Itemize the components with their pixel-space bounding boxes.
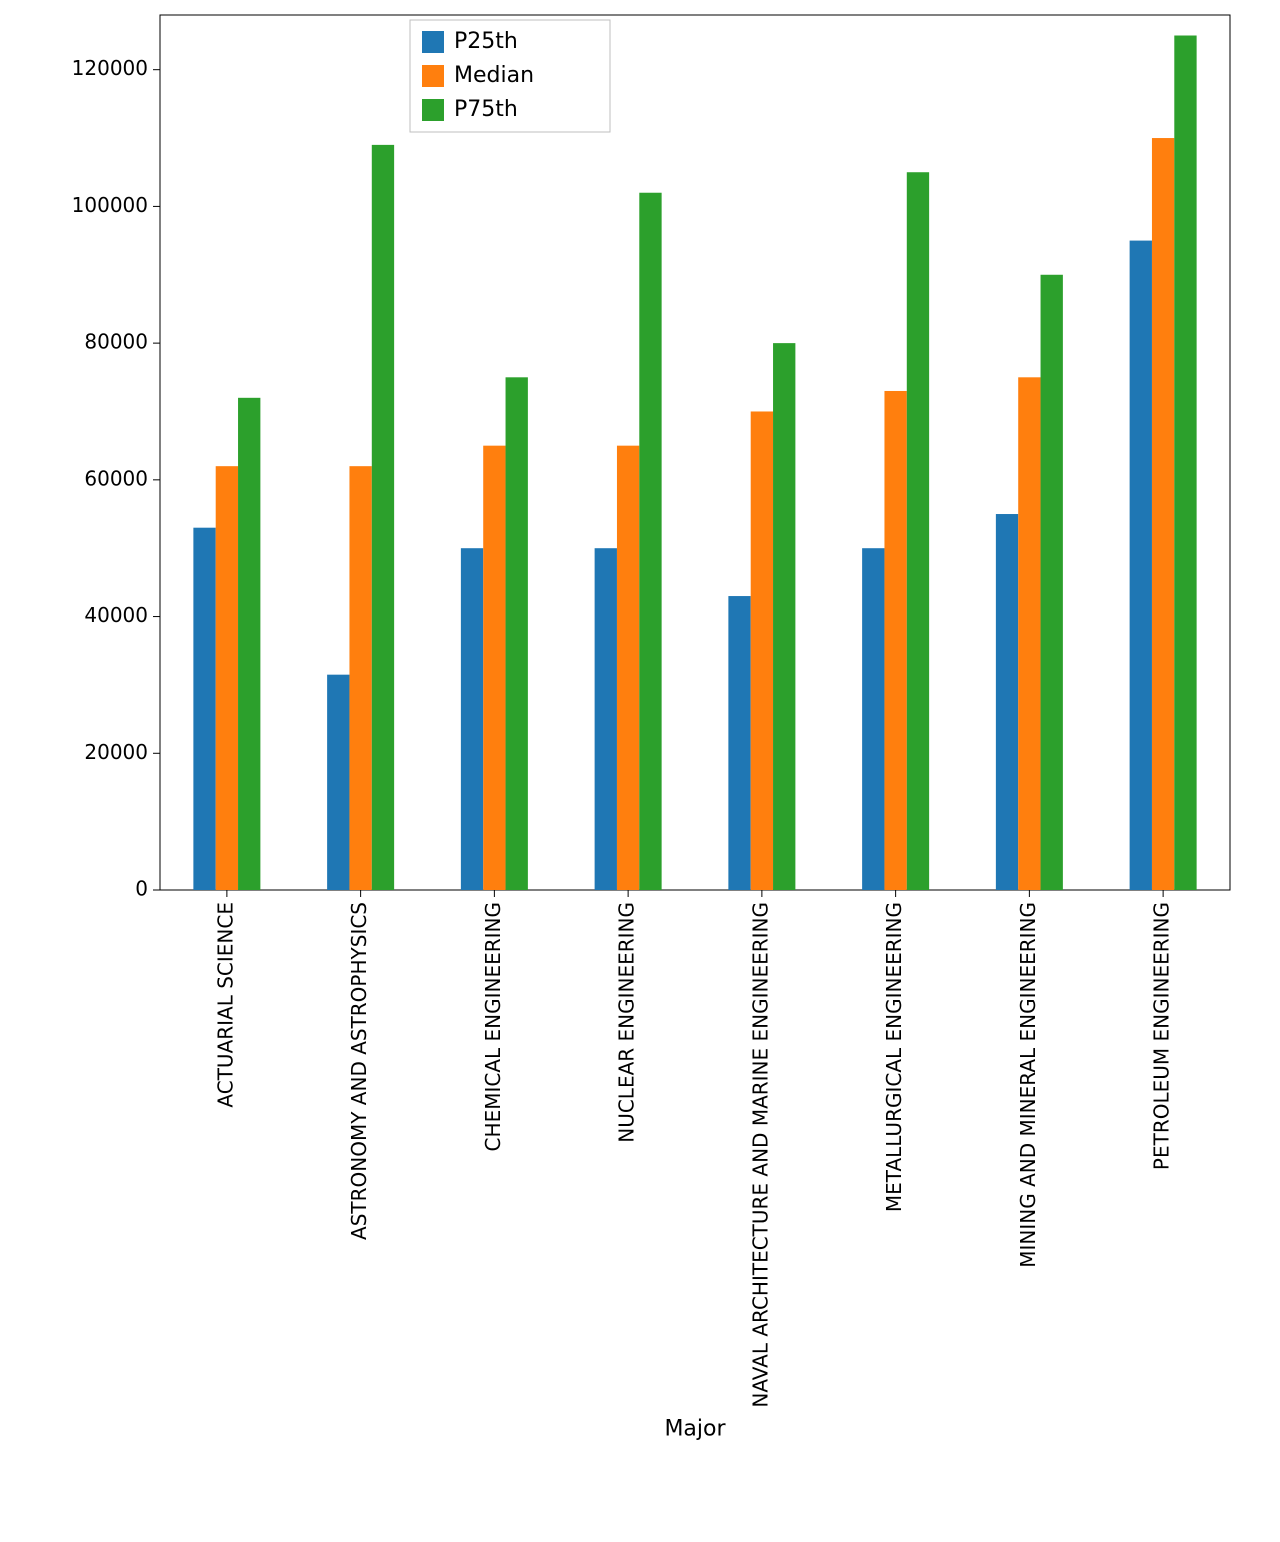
bar: [1018, 377, 1040, 890]
x-tick-label: ASTRONOMY AND ASTROPHYSICS: [347, 902, 371, 1240]
bar: [617, 446, 639, 890]
bar: [907, 172, 929, 890]
bar: [728, 596, 750, 890]
bar: [238, 398, 260, 890]
y-tick-label: 60000: [84, 466, 148, 490]
legend-swatch: [422, 31, 444, 53]
bar: [773, 343, 795, 890]
y-tick-label: 0: [135, 877, 148, 901]
bar: [884, 391, 906, 890]
bar: [595, 548, 617, 890]
bar: [639, 193, 661, 890]
bar: [216, 466, 238, 890]
x-tick-label: CHEMICAL ENGINEERING: [481, 902, 505, 1151]
y-tick-label: 20000: [84, 740, 148, 764]
bar: [372, 145, 394, 890]
x-tick-label: NUCLEAR ENGINEERING: [615, 902, 639, 1143]
bar: [461, 548, 483, 890]
y-tick-label: 120000: [72, 56, 148, 80]
bar: [1041, 275, 1063, 890]
bar: [506, 377, 528, 890]
x-tick-label: MINING AND MINERAL ENGINEERING: [1016, 902, 1040, 1268]
x-tick-label: PETROLEUM ENGINEERING: [1150, 902, 1174, 1170]
x-tick-label: ACTUARIAL SCIENCE: [213, 902, 237, 1108]
legend-swatch: [422, 99, 444, 121]
bar: [996, 514, 1018, 890]
bar: [193, 528, 215, 890]
legend-label: Median: [454, 63, 534, 88]
y-tick-label: 40000: [84, 603, 148, 627]
bar: [862, 548, 884, 890]
legend-swatch: [422, 65, 444, 87]
legend-label: P75th: [454, 97, 518, 122]
bar: [1130, 241, 1152, 890]
x-axis-label: Major: [664, 1416, 726, 1441]
bar: [1174, 36, 1196, 890]
bar: [327, 675, 349, 890]
salary-percentiles-chart: 0 20000 40000 60000 80000 100000 120000 ACTUARI…: [0, 0, 1280, 1542]
legend-label: P25th: [454, 29, 518, 54]
y-tick-label: 80000: [84, 330, 148, 354]
bar: [483, 446, 505, 890]
y-tick-label: 100000: [72, 193, 148, 217]
bar: [349, 466, 371, 890]
bar: [751, 411, 773, 890]
x-tick-label: NAVAL ARCHITECTURE AND MARINE ENGINEERIN…: [748, 902, 772, 1408]
bar: [1152, 138, 1174, 890]
x-tick-label: METALLURGICAL ENGINEERING: [882, 902, 906, 1212]
